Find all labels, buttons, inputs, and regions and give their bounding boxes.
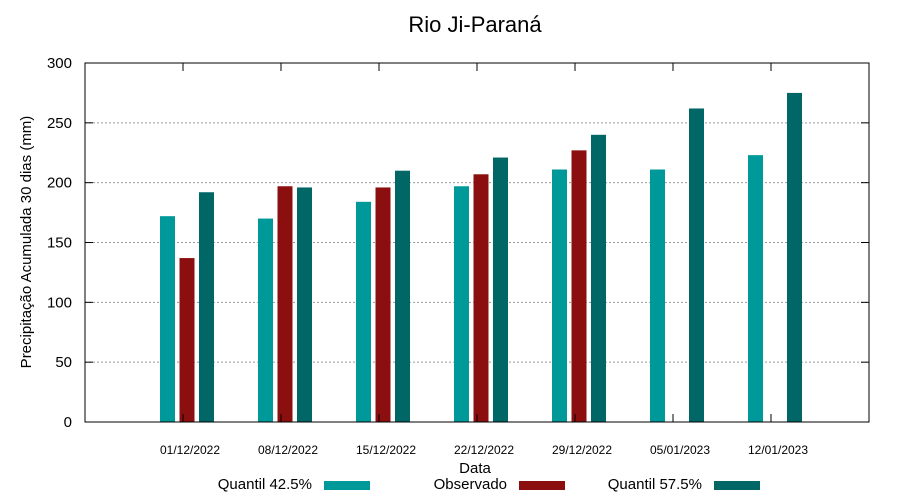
legend: Quantil 42.5% Observado Quantil 57.5% [218,476,760,493]
bar-observado-0 [179,258,195,422]
x-tick-label: 08/12/2022 [258,443,318,457]
legend-swatch [519,481,565,490]
legend-swatch [714,481,760,490]
x-tick-label: 29/12/2022 [552,443,612,457]
bars-layer [160,92,802,423]
bar-observado-1 [277,186,293,422]
legend-label: Quantil 42.5% [218,476,312,493]
legend-swatch [324,481,370,490]
bar-observado-3 [473,174,489,422]
x-tick-layer: 01/12/2022 08/12/2022 15/12/2022 22/12/2022… [160,63,808,457]
x-tick-label: 22/12/2022 [454,443,514,457]
bar-quantil-42-5--2 [356,201,371,422]
bar-quantil-57-5--5 [689,108,704,423]
bar-quantil-42-5--4 [552,169,567,422]
bar-quantil-57-5--2 [395,170,410,422]
x-tick-label: 01/12/2022 [160,443,220,457]
bar-quantil-42-5--5 [650,169,665,422]
legend-label: Observado [434,476,507,493]
y-tick-label: 300 [47,55,72,72]
bar-quantil-57-5--4 [591,134,606,423]
bar-quantil-42-5--3 [454,186,469,422]
y-tick-label: 0 [64,414,72,431]
bar-quantil-57-5--6 [787,92,802,423]
bar-observado-4 [571,150,587,422]
bar-quantil-57-5--1 [297,187,312,422]
bar-quantil-42-5--6 [748,155,763,423]
y-tick-label: 200 [47,175,72,192]
bar-quantil-42-5--0 [160,216,175,422]
x-axis-label: Data [459,460,491,477]
bar-observado-2 [375,187,391,422]
bar-quantil-57-5--0 [199,192,214,422]
y-tick-layer: 0 50 100 150 200 250 300 [47,55,869,431]
bar-quantil-57-5--3 [493,157,508,422]
chart-title: Rio Ji-Paraná [408,12,542,37]
y-axis-label: Precipitação Acumulada 30 dias (mm) [18,116,35,369]
y-tick-label: 150 [47,235,72,252]
x-tick-label: 12/01/2023 [748,443,808,457]
x-tick-label: 15/12/2022 [356,443,416,457]
bar-quantil-42-5--1 [258,218,273,422]
y-tick-label: 50 [55,354,72,371]
legend-label: Quantil 57.5% [608,476,702,493]
y-tick-label: 100 [47,294,72,311]
x-tick-label: 05/01/2023 [650,443,710,457]
y-tick-label: 250 [47,115,72,132]
